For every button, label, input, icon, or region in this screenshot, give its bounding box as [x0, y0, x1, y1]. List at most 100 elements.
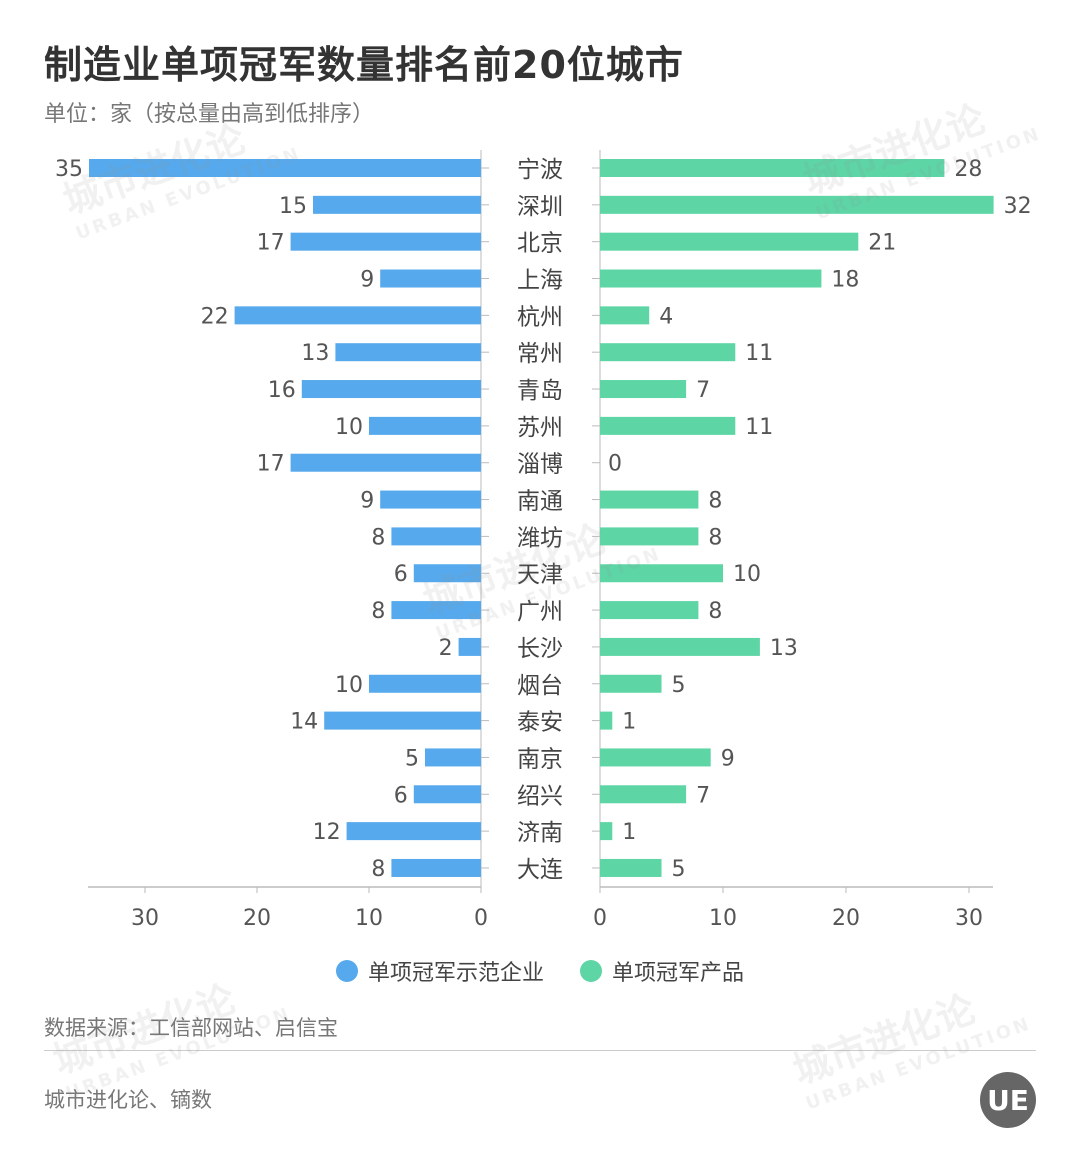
data-label-product: 7 [696, 378, 710, 403]
category-label: 广州 [517, 599, 563, 625]
data-label-product: 5 [672, 673, 686, 698]
category-label: 青岛 [517, 378, 563, 404]
data-label-product: 11 [745, 415, 773, 440]
x-tick-label: 10 [355, 906, 383, 931]
legend: 单项冠军示范企业 单项冠军产品 [0, 955, 1080, 987]
data-label-enterprise: 22 [201, 304, 229, 329]
bar-enterprise [89, 159, 481, 177]
chart-title: 制造业单项冠军数量排名前20位城市 [44, 43, 684, 87]
credit: 城市进化论、镝数 [44, 1088, 212, 1112]
bar-product [600, 674, 662, 693]
category-label: 济南 [517, 820, 563, 846]
data-label-product: 21 [868, 231, 896, 256]
x-tick-label: 0 [593, 906, 607, 931]
bar-enterprise [290, 232, 481, 251]
bar-enterprise [369, 416, 481, 435]
bar-enterprise [391, 858, 481, 877]
data-label-enterprise: 8 [371, 599, 385, 624]
legend-dot-green [580, 960, 602, 982]
category-label: 泰安 [517, 710, 563, 736]
bar-product [600, 380, 687, 399]
data-label-enterprise: 5 [405, 746, 419, 771]
bar-enterprise [313, 195, 481, 214]
data-label-product: 28 [954, 157, 982, 182]
category-label: 上海 [517, 268, 563, 294]
data-label-product: 1 [622, 820, 636, 845]
bar-product [600, 637, 760, 656]
data-label-enterprise: 17 [257, 452, 285, 477]
category-label: 天津 [517, 562, 563, 588]
data-label-enterprise: 14 [290, 710, 318, 735]
bar-enterprise [380, 490, 481, 509]
divider [44, 1050, 1036, 1051]
category-label: 绍兴 [517, 783, 563, 809]
category-label: 北京 [517, 231, 563, 257]
bar-product [600, 748, 711, 767]
data-label-product: 9 [721, 746, 735, 771]
legend-label: 单项冠军示范企业 [367, 961, 544, 986]
category-label: 苏州 [517, 415, 563, 441]
data-label-enterprise: 17 [257, 231, 285, 256]
bar-enterprise [290, 453, 481, 472]
bar-enterprise [413, 785, 481, 804]
data-label-enterprise: 6 [394, 783, 408, 808]
bar-product [600, 159, 945, 177]
bar-enterprise [301, 380, 481, 399]
bar-product [600, 416, 736, 435]
bar-product [600, 858, 662, 877]
x-tick-label: 30 [131, 906, 159, 931]
bar-enterprise [425, 748, 481, 767]
data-label-enterprise: 8 [371, 525, 385, 550]
category-label: 南京 [517, 746, 563, 772]
bar-enterprise [346, 822, 481, 841]
x-tick-label: 0 [474, 906, 488, 931]
category-label: 常州 [517, 341, 563, 367]
data-label-product: 8 [708, 489, 722, 514]
bar-enterprise [324, 711, 481, 730]
bar-product [600, 343, 736, 362]
bar-enterprise [234, 306, 481, 325]
data-label-product: 13 [770, 636, 798, 661]
data-label-enterprise: 35 [55, 157, 83, 182]
data-label-enterprise: 6 [394, 562, 408, 587]
data-label-enterprise: 10 [335, 415, 363, 440]
bar-product [600, 711, 613, 730]
category-label: 宁波 [517, 157, 563, 183]
chart-subtitle: 单位：家（按总量由高到低排序） [44, 102, 375, 127]
data-label-product: 8 [708, 599, 722, 624]
bar-product [600, 269, 822, 288]
data-label-enterprise: 10 [335, 673, 363, 698]
category-label: 深圳 [517, 194, 563, 220]
bar-enterprise [458, 637, 481, 656]
bar-product [600, 232, 859, 251]
bar-product [600, 195, 994, 214]
x-tick-label: 20 [243, 906, 271, 931]
data-label-enterprise: 13 [301, 341, 329, 366]
bar-enterprise [335, 343, 481, 362]
data-label-product: 8 [708, 525, 722, 550]
category-label: 烟台 [517, 673, 563, 699]
data-label-product: 11 [745, 341, 773, 366]
data-label-enterprise: 15 [279, 194, 307, 219]
category-label: 杭州 [517, 304, 563, 330]
data-label-product: 5 [672, 857, 686, 882]
legend-dot-blue [335, 960, 358, 982]
bar-enterprise [369, 674, 481, 693]
data-label-product: 7 [696, 783, 710, 808]
bar-product [600, 306, 650, 325]
bar-product [600, 564, 723, 583]
x-tick-label: 30 [955, 906, 983, 931]
category-label: 淄博 [517, 452, 563, 478]
category-label: 长沙 [517, 636, 563, 662]
data-label-enterprise: 9 [360, 268, 374, 293]
legend-item-left[interactable]: 单项冠军示范企业 [335, 955, 544, 987]
data-label-product: 10 [733, 562, 761, 587]
legend-item-right[interactable]: 单项冠军产品 [580, 955, 744, 987]
bar-enterprise [413, 564, 481, 583]
data-label-product: 18 [831, 268, 859, 293]
bar-product [600, 601, 699, 620]
data-label-product: 4 [659, 304, 673, 329]
x-tick-label: 20 [832, 906, 860, 931]
bar-product [600, 822, 613, 841]
